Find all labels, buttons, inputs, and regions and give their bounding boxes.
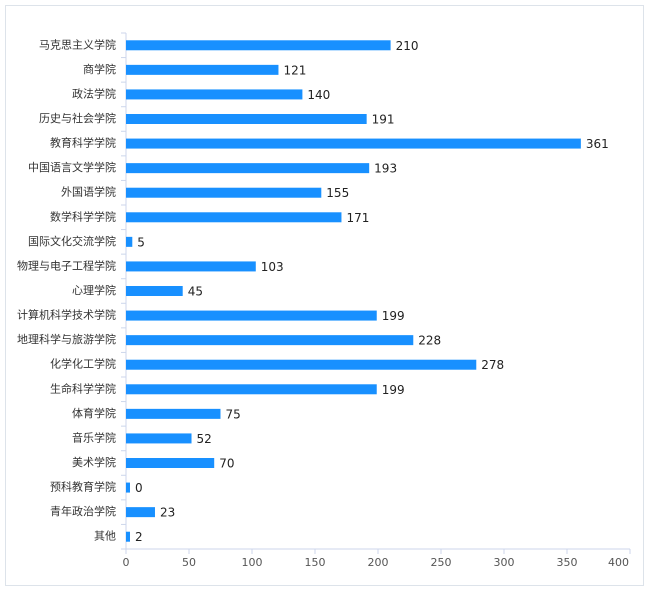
- bar: [126, 458, 215, 468]
- y-tick-label: 数学科学学院: [50, 209, 116, 223]
- value-label: 45: [188, 285, 203, 299]
- bar: [126, 310, 377, 321]
- value-label: 155: [326, 186, 349, 200]
- bar: [126, 335, 414, 346]
- y-tick-label: 预科教育学院: [50, 480, 116, 494]
- y-tick-label: 中国语言文学学院: [28, 160, 116, 174]
- value-label: 5: [137, 235, 145, 249]
- y-tick-label: 地理科学与旅游学院: [17, 332, 116, 346]
- x-tick-label: 150: [305, 556, 326, 569]
- x-tick-label: 100: [242, 556, 263, 569]
- bar: [126, 433, 192, 444]
- frame: [5, 5, 644, 586]
- y-tick-label: 体育学院: [72, 406, 116, 420]
- value-label: 278: [481, 358, 504, 372]
- y-tick-label: 物理与电子工程学院: [17, 258, 116, 272]
- value-label: 199: [382, 309, 405, 323]
- bar: [126, 64, 279, 75]
- x-tick-label: 300: [494, 556, 515, 569]
- value-label: 23: [160, 506, 175, 520]
- y-tick-label: 生命科学学院: [50, 381, 116, 395]
- bar: [126, 408, 221, 419]
- bar: [126, 114, 367, 124]
- value-label: 103: [261, 260, 284, 274]
- y-tick-label: 计算机科学技术学院: [17, 308, 116, 322]
- bar: [126, 384, 377, 395]
- value-label: 121: [283, 63, 306, 77]
- value-label: 193: [374, 162, 397, 176]
- value-label: 199: [382, 383, 405, 397]
- y-tick-label: 心理学院: [72, 283, 116, 297]
- bar: [126, 212, 342, 223]
- bar: [126, 507, 155, 518]
- x-tick-label: 200: [368, 556, 389, 569]
- y-tick-label: 美术学院: [72, 455, 116, 469]
- x-tick-label: 400: [608, 556, 629, 569]
- value-label: 361: [586, 137, 609, 151]
- bar: [126, 138, 581, 149]
- value-label: 210: [396, 39, 419, 53]
- y-tick-label: 国际文化交流学院: [28, 234, 116, 248]
- value-label: 52: [197, 432, 212, 446]
- bar: [126, 261, 256, 272]
- value-label: 75: [226, 407, 241, 421]
- value-label: 70: [219, 457, 234, 471]
- x-tick-label: 0: [123, 556, 130, 569]
- y-tick-label: 青年政治学院: [50, 504, 116, 518]
- y-tick-label: 马克思主义学院: [39, 37, 116, 51]
- y-tick-label: 化学化工学院: [50, 357, 116, 371]
- x-tick-label: 250: [431, 556, 452, 569]
- value-label: 140: [307, 88, 330, 102]
- value-label: 228: [418, 334, 441, 348]
- y-tick-label: 其他: [94, 530, 116, 543]
- value-label: 2: [135, 530, 143, 544]
- bar: [126, 187, 322, 198]
- y-tick-label: 外国语学院: [61, 185, 116, 199]
- y-tick-label: 音乐学院: [72, 430, 116, 444]
- bar: [126, 40, 391, 51]
- y-tick-label: 商学院: [83, 62, 116, 76]
- bar: [126, 359, 477, 370]
- value-label: 171: [346, 211, 369, 225]
- bar: [126, 89, 303, 100]
- value-label: 0: [135, 481, 143, 495]
- x-tick-label: 50: [182, 556, 196, 569]
- bar: [126, 286, 183, 296]
- bar: [126, 482, 130, 493]
- y-tick-label: 历史与社会学院: [39, 111, 116, 125]
- x-tick-label: 350: [557, 556, 578, 569]
- value-label: 191: [372, 113, 395, 127]
- bar: [126, 236, 133, 247]
- bar: [126, 163, 370, 174]
- y-tick-label: 教育科学学院: [50, 136, 116, 150]
- y-tick-label: 政法学院: [72, 86, 116, 100]
- bar: [126, 531, 130, 542]
